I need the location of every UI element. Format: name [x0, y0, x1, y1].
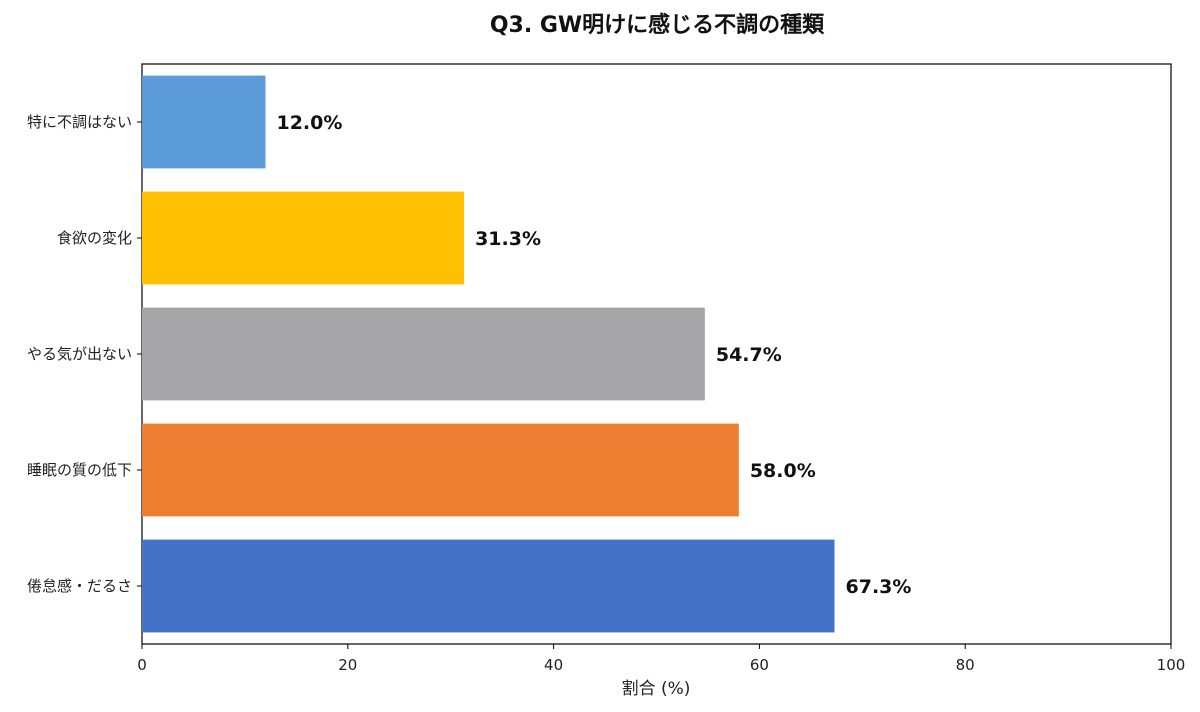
x-tick-label: 60 [750, 656, 769, 674]
bar [142, 75, 266, 169]
x-tick-label: 40 [544, 656, 563, 674]
y-tick-label: 特に不調はない [27, 113, 132, 131]
x-tick-label: 20 [338, 656, 357, 674]
data-label: 67.3% [846, 576, 912, 598]
y-tick-label: 倦怠感・だるさ [27, 577, 132, 595]
data-label: 54.7% [716, 344, 782, 366]
y-tick-label: やる気が出ない [27, 345, 132, 363]
data-label: 58.0% [750, 460, 816, 482]
bars-group [142, 75, 835, 633]
data-label: 12.0% [276, 112, 342, 134]
bar [142, 423, 739, 517]
value-labels-group: 12.0% 31.3% 54.7% 58.0% 67.3% [276, 112, 911, 598]
x-tick-label: 0 [137, 656, 147, 674]
data-label: 31.3% [475, 228, 541, 250]
x-tick-label: 100 [1157, 656, 1186, 674]
bar [142, 307, 705, 401]
y-tick-label: 睡眠の質の低下 [27, 461, 132, 479]
bar [142, 191, 465, 285]
x-axis-title: 割合 (%) [622, 679, 691, 699]
x-axis: 0 20 40 60 80 100 [137, 644, 1185, 674]
chart-title: Q3. GW明けに感じる不調の種類 [490, 12, 825, 38]
x-tick-label: 80 [956, 656, 975, 674]
y-tick-label: 食欲の変化 [57, 229, 132, 247]
bar [142, 539, 835, 633]
